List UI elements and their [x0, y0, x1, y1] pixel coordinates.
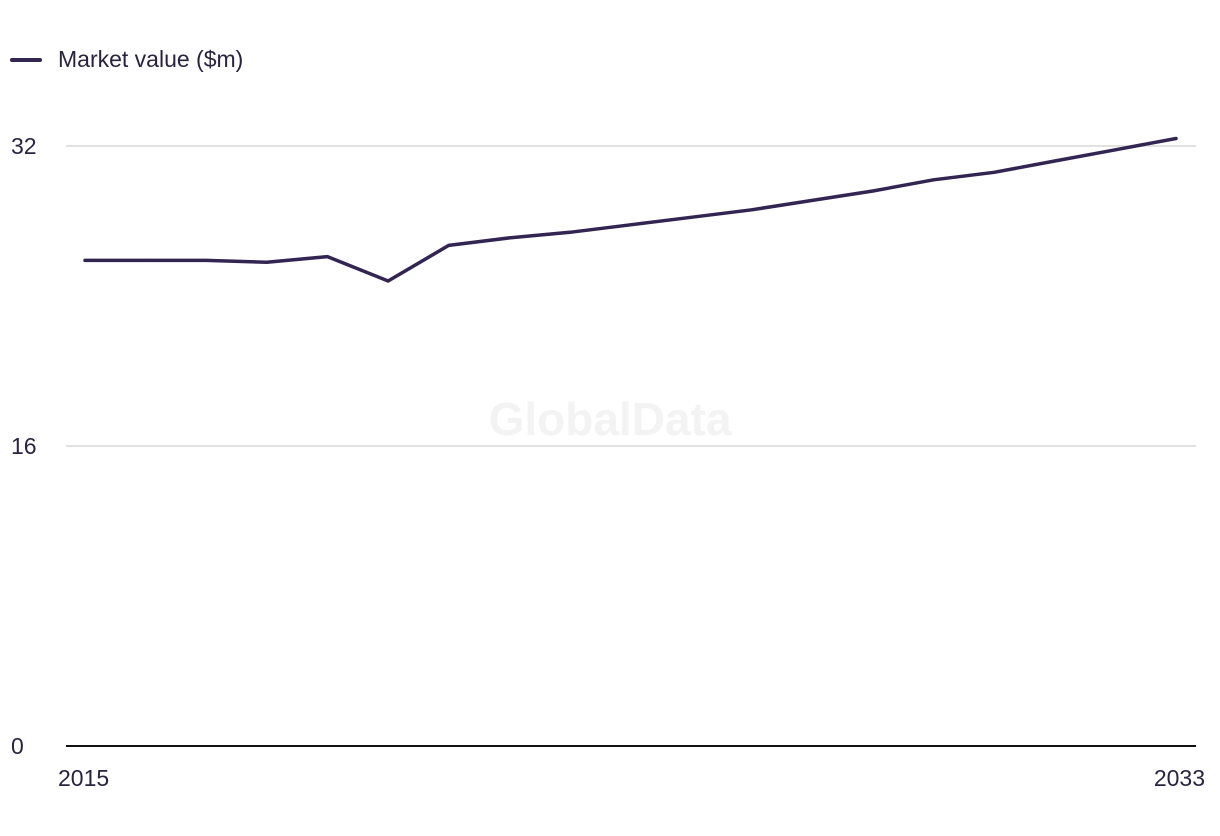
data-point	[932, 178, 936, 182]
legend-label: Market value ($m)	[58, 46, 244, 72]
legend-swatch	[10, 57, 42, 62]
chart-legend: Market value ($m)	[10, 46, 243, 73]
data-point	[871, 189, 875, 193]
data-point	[992, 170, 996, 174]
data-point	[629, 223, 632, 227]
data-point	[750, 208, 754, 212]
data-point	[447, 243, 451, 247]
watermark: GlobalData	[489, 393, 732, 445]
data-point	[507, 236, 511, 240]
y-tick-label: 16	[11, 433, 37, 459]
data-point	[204, 258, 208, 262]
data-point	[810, 198, 814, 202]
series-line-market-value	[83, 136, 1178, 283]
data-point	[144, 258, 148, 262]
y-tick-label: 0	[11, 733, 24, 759]
data-point	[1174, 137, 1178, 140]
x-tick-label: 2033	[1154, 765, 1205, 791]
y-tick-label: 32	[11, 133, 37, 159]
data-point	[386, 279, 390, 283]
x-tick-label: 2015	[58, 765, 109, 791]
data-point	[265, 260, 269, 264]
data-point	[1113, 148, 1117, 152]
data-point	[325, 255, 329, 259]
data-point	[568, 230, 572, 234]
data-point	[689, 215, 693, 219]
data-point	[1053, 159, 1057, 163]
data-point	[83, 258, 87, 262]
